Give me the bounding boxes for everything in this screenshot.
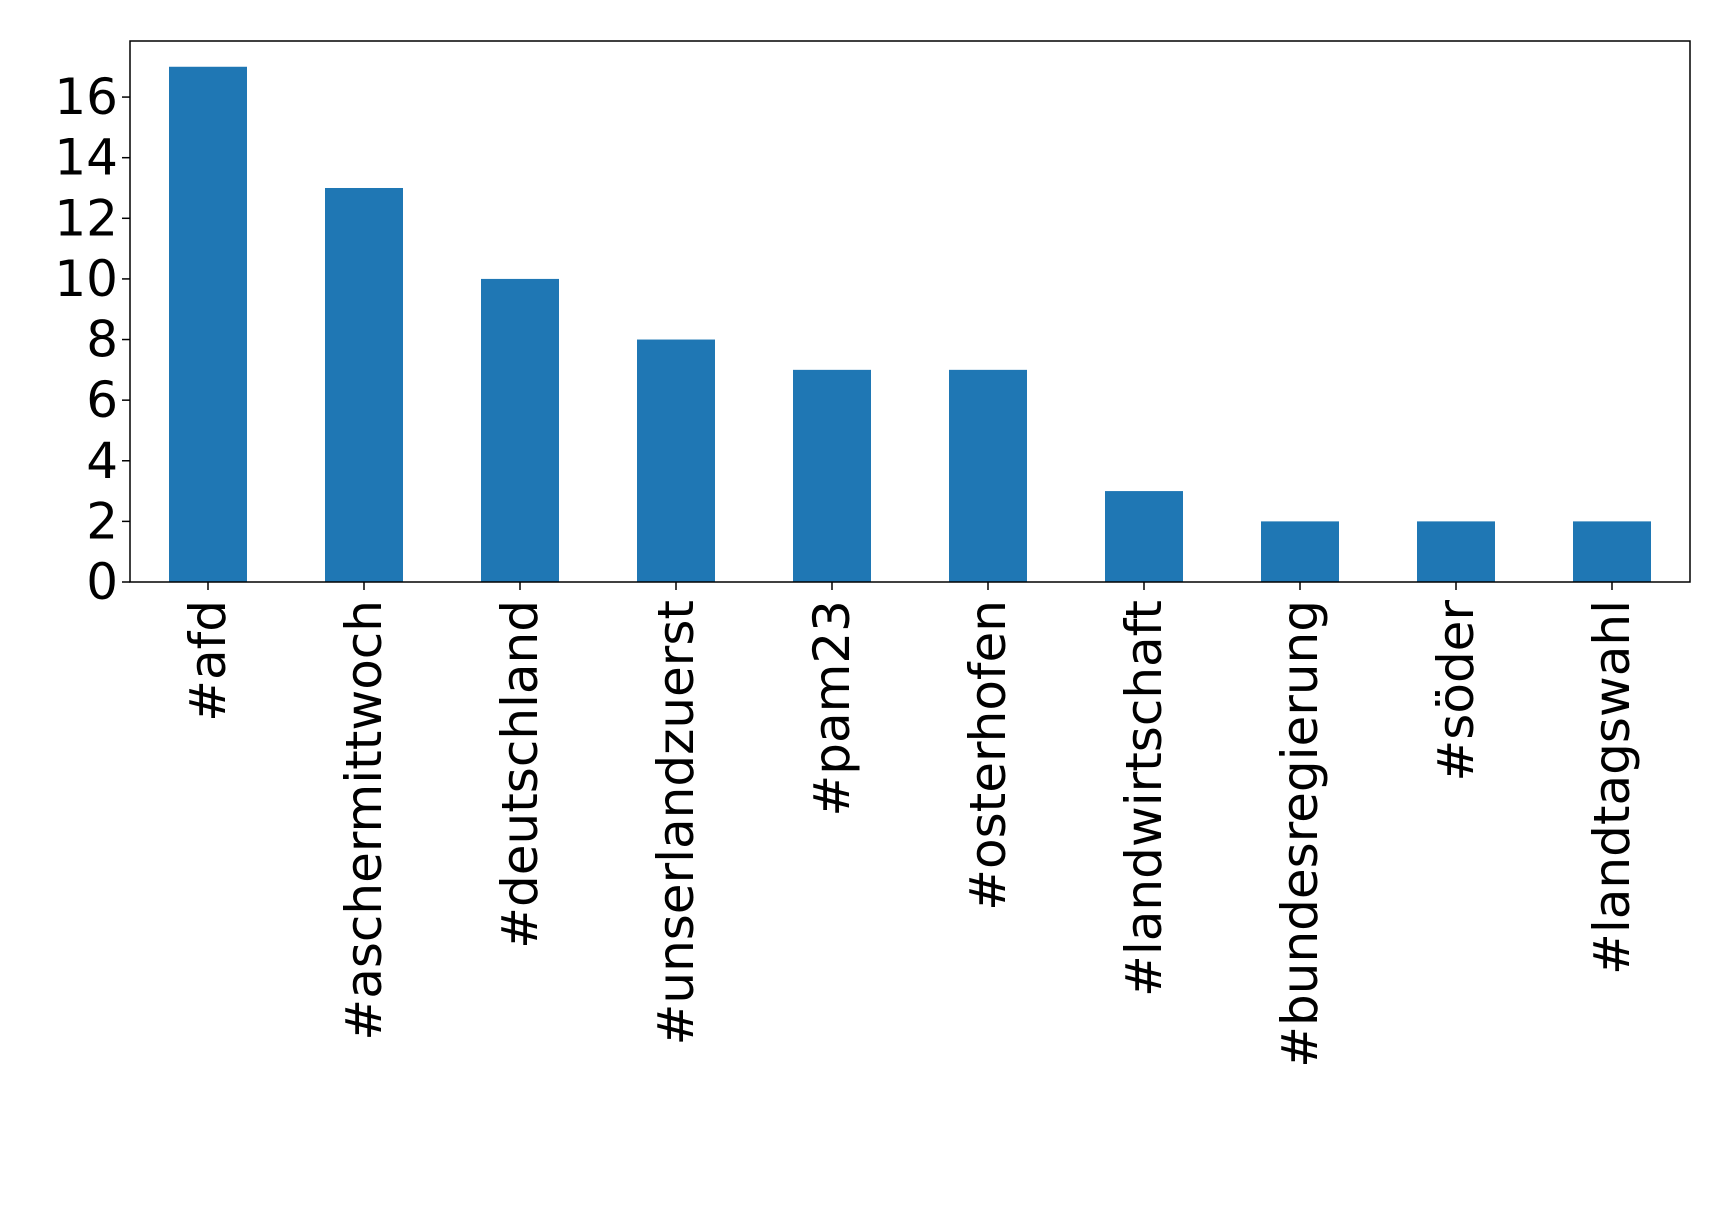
x-tick-label: #unserlandzuerst xyxy=(647,600,705,1046)
x-tick-label: #landwirtschaft xyxy=(1115,600,1173,997)
y-tick-label: 6 xyxy=(86,371,118,429)
bar-6 xyxy=(1105,491,1183,582)
y-tick-label: 16 xyxy=(54,68,118,126)
bar-9 xyxy=(1573,521,1651,582)
bar-2 xyxy=(481,278,559,582)
bar-3 xyxy=(637,339,715,582)
y-tick-label: 10 xyxy=(54,250,118,308)
y-tick-label: 4 xyxy=(86,432,118,490)
y-tick-label: 2 xyxy=(86,492,118,550)
x-tick-label: #bundesregierung xyxy=(1271,600,1329,1068)
y-tick-label: 0 xyxy=(86,553,118,611)
bar-4 xyxy=(793,369,871,582)
y-tick-label: 8 xyxy=(86,311,118,369)
y-tick-label: 12 xyxy=(54,189,118,247)
bar-1 xyxy=(325,187,403,583)
x-tick-label: #deutschland xyxy=(491,600,549,949)
x-tick-label: #osterhofen xyxy=(959,600,1017,911)
bar-7 xyxy=(1261,521,1339,582)
y-tick-label: 14 xyxy=(54,129,118,187)
x-tick-label: #aschermittwoch xyxy=(335,600,393,1041)
bar-8 xyxy=(1417,521,1495,582)
bars-layer xyxy=(169,66,1651,583)
x-tick-label: #pam23 xyxy=(803,600,861,817)
x-axis: #afd #aschermittwoch #deutschland #unserlan… xyxy=(179,582,1641,1068)
bar-0 xyxy=(169,66,247,582)
x-tick-label: #landtagswahl xyxy=(1583,600,1641,975)
bar-5 xyxy=(949,369,1027,582)
plot-frame xyxy=(129,40,1691,583)
x-tick-label: #afd xyxy=(179,600,237,722)
x-tick-label: #söder xyxy=(1427,600,1485,782)
